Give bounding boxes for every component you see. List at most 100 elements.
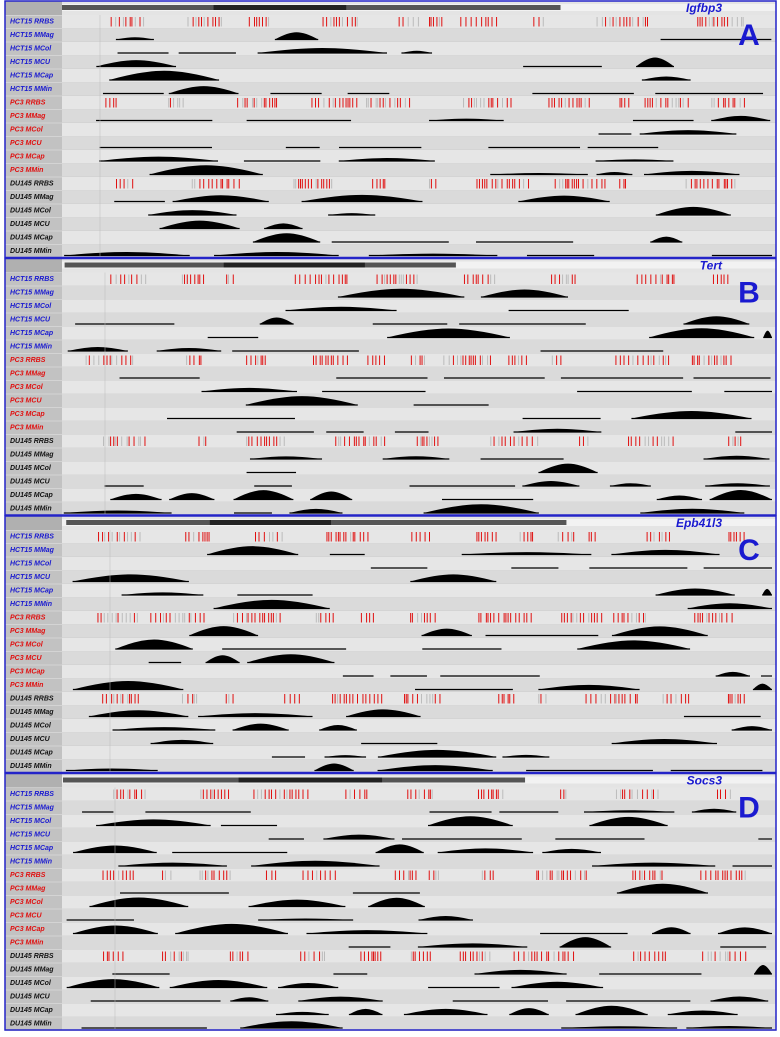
coverage-hump [611,738,717,744]
coverage-hump [731,726,772,730]
panel-letter: A [738,19,760,52]
track-label-cell [5,638,62,651]
coverage-hump [112,727,216,730]
coverage-hump [709,489,772,500]
track-label: PC3 MCol [10,384,44,391]
track-label-cell [5,760,62,773]
track-label-cell [5,150,62,163]
track-row [62,597,776,611]
coverage-hump [377,749,497,757]
coverage-hump [72,574,189,582]
track-label: DU145 MCU [10,479,51,486]
track-label-cell [5,896,62,909]
track-label: DU145 MMin [10,1021,52,1028]
coverage-hump [631,410,752,419]
panel: HCT15 RRBS HCT15 MMag HCT15 MCol HCT15 MCU H… [4,515,777,774]
track-row [62,231,776,245]
coverage-hump [762,588,772,595]
track-label: HCT15 MCU [10,832,51,839]
coverage-hump [314,763,354,771]
coverage-hump [175,923,288,934]
coverage-hump [375,844,424,853]
coverage-hump [258,918,354,920]
coverage-hump [338,158,435,161]
track-label: PC3 MMag [10,371,46,378]
track-label-cell [5,719,62,732]
coverage-hump [310,491,353,500]
coverage-hump [99,156,219,161]
gene-name: Socs3 [687,774,723,788]
coverage-hump [207,546,299,555]
track-label-cell [5,652,62,665]
coverage-hump [249,456,323,459]
track-label-cell [5,96,62,109]
track-label: HCT15 MCU [10,59,51,66]
coverage-hump [616,883,708,893]
coverage-hump [561,1026,678,1028]
track-row [62,557,776,571]
track-label-cell [5,936,62,949]
coverage-hump [542,848,601,853]
track-label: HCT15 MCU [10,574,51,581]
track-label-cell [5,665,62,678]
track-label-cell [5,950,62,963]
track-label: DU145 RRBS [10,181,54,188]
track-label-cell [5,367,62,380]
coverage-hump [88,710,189,717]
track-row [62,69,776,83]
coverage-hump [387,328,510,338]
track-label-cell [5,313,62,326]
track-label: DU145 MMag [10,967,54,974]
track-label: PC3 MCU [10,655,42,662]
coverage-hump [522,480,580,486]
track-label: PC3 MCap [10,154,45,161]
coverage-hump [649,328,755,338]
coverage-hump [655,206,731,215]
track-row [62,42,776,56]
track-label-cell [5,56,62,69]
track-label-cell [5,828,62,841]
track-label-cell [5,435,62,448]
track-label-cell [5,231,62,244]
track-label: DU145 MCol [10,980,52,987]
track-label-cell [5,29,62,42]
coverage-hump [306,930,428,934]
track-row [62,28,776,42]
coverage-hump [421,628,472,636]
track-label: HCT15 MMag [10,32,55,39]
coverage-hump [301,194,423,202]
panel-border [4,515,777,774]
coverage-hump [214,252,339,256]
coverage-hump [639,130,737,134]
track-label-cell [5,598,62,611]
coverage-hump [252,233,321,242]
coverage-hump [382,456,450,459]
coverage-hump [636,57,675,67]
coverage-hump [337,288,465,297]
track-label-cell [5,733,62,746]
track-label-cell [5,869,62,882]
coverage-hump [63,510,172,513]
track-row [62,82,776,96]
track-label-cell [5,381,62,394]
coverage-hump [480,289,568,297]
track-label: HCT15 RRBS [10,791,54,798]
coverage-hump [213,599,330,609]
track-label-cell [5,557,62,570]
track-row [62,394,776,408]
coverage-hump [691,808,737,812]
coverage-hump [437,848,534,853]
track-label: PC3 MCU [10,913,42,920]
track-row [62,299,776,313]
coverage-hump [417,943,528,947]
coverage-hump [577,640,691,649]
coverage-hump [559,937,612,947]
coverage-hump [245,396,358,405]
coverage-hump [198,713,313,717]
track-label-cell [5,286,62,299]
coverage-hump [644,170,740,175]
track-row [62,855,776,869]
track-row [62,909,776,923]
track-label-cell [5,530,62,543]
track-label-cell [5,340,62,353]
